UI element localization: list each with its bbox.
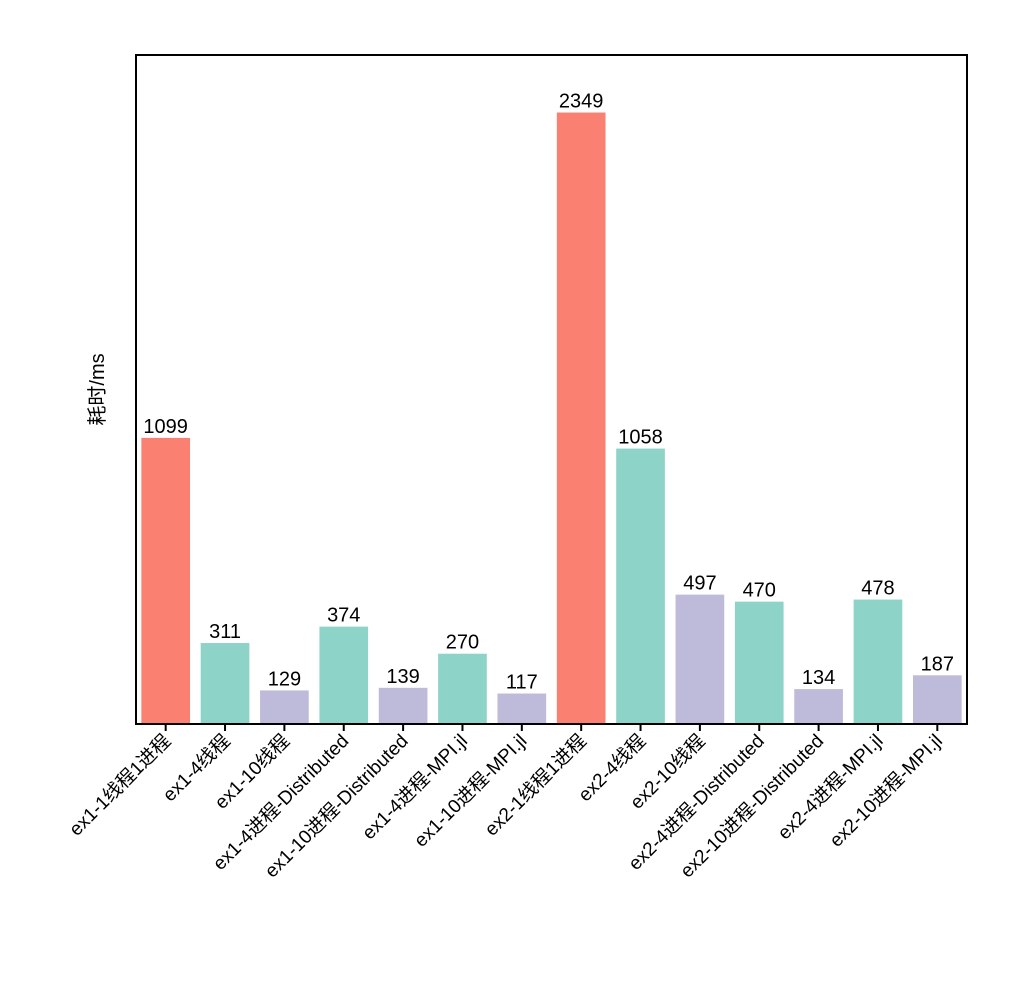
plot-frame	[135, 54, 968, 725]
x-ticks-group: ex1-1线程1进程ex1-4线程ex1-10线程ex1-4进程-Distrib…	[65, 724, 947, 882]
x-tick-label-7: ex1-10进程-MPI.jl	[410, 730, 532, 852]
x-tick-label-8: ex2-1线程1进程	[480, 730, 590, 840]
value-label-5: 139	[386, 666, 419, 688]
value-label-8: 2349	[559, 91, 604, 113]
bar-9	[616, 448, 665, 724]
bar-7	[497, 693, 547, 724]
value-label-11: 470	[743, 580, 776, 602]
x-tick-label-14: ex2-10进程-MPI.jl	[825, 730, 947, 852]
bar-12	[794, 689, 843, 724]
value-label-14: 187	[921, 653, 954, 675]
bar-1	[141, 437, 191, 724]
value-label-7: 117	[506, 672, 538, 694]
bar-11	[734, 601, 784, 724]
value-label-6: 270	[446, 632, 479, 654]
bar-2	[200, 643, 250, 724]
x-tick-label-1: ex1-1线程1进程	[65, 730, 175, 840]
x-tick-label-6: ex1-4进程-MPI.jl	[358, 730, 472, 844]
bar-13	[853, 599, 903, 724]
value-label-4: 374	[327, 605, 360, 627]
value-label-1: 1099	[143, 416, 188, 438]
bar-5	[378, 687, 428, 724]
y-axis-label: 耗时/ms	[86, 353, 109, 425]
value-label-2: 311	[209, 621, 241, 643]
value-label-10: 497	[683, 573, 716, 595]
value-label-12: 134	[802, 667, 835, 689]
bar-8	[556, 112, 606, 724]
value-labels-group: 1099 311 129 374 139 270 117 2349 1058 497 470 134 4…	[143, 91, 954, 694]
bar-4	[319, 626, 369, 724]
value-label-9: 1058	[618, 427, 663, 449]
bar-3	[260, 690, 309, 724]
value-label-13: 478	[861, 578, 894, 600]
x-tick-label-13: ex2-4进程-MPI.jl	[773, 730, 887, 844]
bar-10	[675, 594, 725, 724]
bar-14	[912, 675, 962, 724]
bar-6	[438, 653, 487, 724]
value-label-3: 129	[268, 668, 301, 690]
bars-group	[141, 112, 962, 724]
